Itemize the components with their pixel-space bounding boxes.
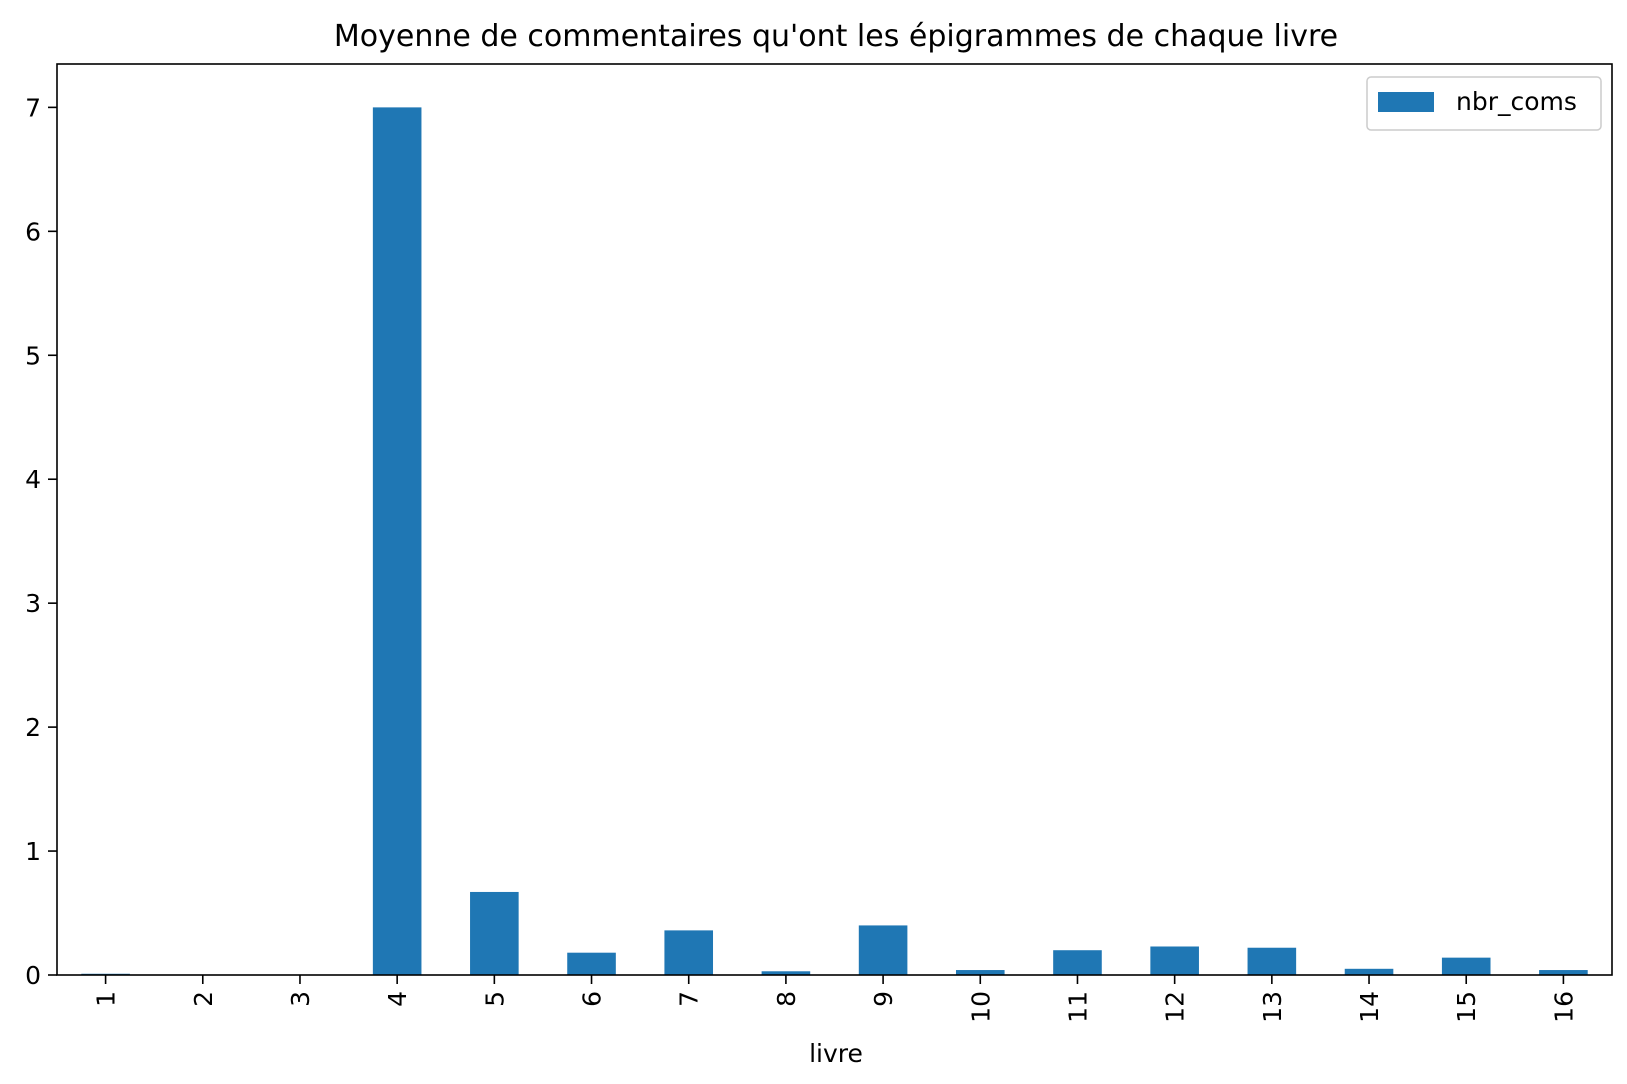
x-tick-label-6: 6 [578,991,607,1007]
y-tick-label: 2 [25,713,41,742]
plot-frame [56,63,1613,976]
bar-livre-6 [567,952,616,975]
bar-livre-8 [761,971,811,975]
bar-livre-15 [1441,957,1491,975]
x-tick-label-2: 2 [189,991,218,1007]
bar-livre-11 [1053,950,1102,975]
x-tick-label-4: 4 [383,991,412,1007]
x-tick-label-3: 3 [286,991,315,1007]
x-tick-label-8: 8 [772,991,801,1007]
x-tick-label-13: 13 [1258,991,1287,1023]
bar-livre-13 [1247,947,1297,975]
legend-label-nbr-coms: nbr_coms [1456,87,1577,116]
bar-livre-12 [1150,946,1199,975]
y-tick-label: 0 [25,961,41,990]
bar-livre-5 [470,891,519,975]
bar-livre-4 [372,107,422,975]
bar-livre-9 [858,925,908,975]
x-tick-label-14: 14 [1355,991,1384,1023]
x-tick-label-9: 9 [869,991,898,1007]
x-tick-label-10: 10 [966,991,995,1023]
y-tick-label: 7 [25,93,41,122]
y-tick-label: 1 [25,837,41,866]
bar-livre-10 [955,970,1005,975]
y-tick-label: 6 [25,217,41,246]
bar-livre-7 [664,930,714,975]
legend-swatch [1378,92,1434,112]
x-tick-label-1: 1 [92,991,121,1007]
x-tick-label-11: 11 [1063,991,1092,1023]
legend: nbr_coms [1366,76,1602,131]
bar-livre-16 [1539,970,1588,975]
x-tick-label-7: 7 [675,991,704,1007]
chart-title: Moyenne de commentaires qu'ont les épigr… [334,19,1338,54]
bar-livre-14 [1344,968,1394,975]
y-axis: 0 1 2 3 4 5 6 7 [25,93,57,990]
x-tick-label-12: 12 [1161,991,1190,1023]
x-axis-label: livre [809,1039,863,1068]
y-tick-label: 3 [25,589,41,618]
legend-box [1366,76,1602,131]
x-tick-label-5: 5 [480,991,509,1007]
x-tick-label-16: 16 [1549,991,1578,1023]
y-tick-label: 5 [25,341,41,370]
bars-group [81,107,1588,975]
x-axis: 1 2 3 4 5 6 7 8 9 10 11 12 13 14 15 16 [92,975,1578,1023]
y-tick-label: 4 [25,465,41,494]
x-tick-label-15: 15 [1452,991,1481,1023]
